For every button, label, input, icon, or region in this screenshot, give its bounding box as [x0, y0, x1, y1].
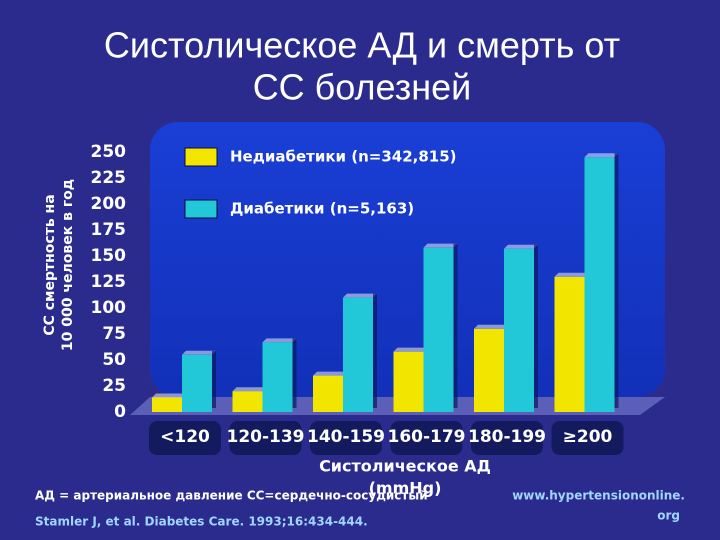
bar-top — [423, 243, 458, 248]
bar-top — [232, 387, 267, 392]
y-tick-label: 25 — [102, 376, 126, 396]
y-axis-label: СС смертность на — [42, 194, 58, 335]
category-box — [471, 421, 543, 455]
x-axis-label: Систолическое АД — [319, 457, 491, 476]
bar — [313, 375, 343, 412]
legend-label: Недиабетики (n=342,815) — [230, 148, 457, 166]
bar-top — [313, 371, 347, 376]
bar-top — [343, 293, 377, 298]
x-axis-label: (mmHg) — [369, 479, 442, 498]
y-tick-label: 150 — [91, 246, 127, 266]
bar-side — [373, 293, 377, 408]
bar — [343, 297, 373, 412]
bar-side — [212, 350, 216, 408]
legend-label: Диабетики (n=5,163) — [230, 200, 414, 218]
y-tick-label: 125 — [91, 272, 127, 292]
bar-top — [554, 272, 589, 277]
bar — [504, 248, 534, 412]
y-tick-label: 0 — [114, 402, 126, 422]
category-box — [149, 421, 221, 455]
y-tick-label: 200 — [91, 194, 127, 214]
x-tick-label: 120-139 — [226, 427, 304, 447]
website: www.hypertensiononline. — [512, 489, 685, 503]
bar — [423, 247, 454, 412]
bar-top — [262, 338, 297, 343]
bar-top — [584, 153, 619, 158]
source: Stamler J, et al. Diabetes Care. 1993;16… — [35, 515, 368, 529]
bar — [474, 328, 504, 412]
footnote: АД = артериальное давление СС=сердечно-с… — [35, 489, 428, 503]
website: org — [657, 509, 680, 523]
x-tick-label: ≥200 — [563, 427, 613, 447]
bar — [262, 342, 293, 412]
bar — [152, 397, 182, 412]
bar-top — [504, 244, 538, 249]
bar-side — [292, 338, 297, 408]
bar-top — [152, 393, 186, 398]
category-box — [310, 421, 382, 455]
category-box — [551, 421, 624, 455]
chart-title: СС болезней — [253, 67, 472, 108]
y-tick-label: 250 — [91, 142, 127, 162]
bar — [182, 354, 212, 412]
legend-swatch — [184, 199, 218, 219]
x-tick-label: 180-199 — [468, 427, 546, 447]
bar-top — [182, 350, 216, 355]
bar — [393, 351, 424, 412]
bar-top — [474, 324, 508, 329]
y-tick-label: 100 — [91, 298, 127, 318]
y-tick-label: 75 — [102, 324, 126, 344]
bar — [232, 391, 263, 412]
bar — [584, 157, 615, 412]
bar-side — [534, 244, 538, 408]
x-tick-label: <120 — [160, 427, 210, 447]
y-tick-label: 175 — [91, 220, 127, 240]
y-tick-label: 225 — [91, 168, 127, 188]
y-axis-label: 10 000 человек в год — [60, 179, 76, 351]
bar-top — [393, 347, 428, 352]
category-box — [390, 421, 463, 455]
bar-side — [453, 243, 458, 408]
chart-title: Систолическое АД и смерть от — [104, 25, 620, 66]
x-tick-label: 160-179 — [387, 427, 465, 447]
bar — [554, 276, 585, 412]
y-tick-label: 50 — [102, 350, 126, 370]
bar-side — [614, 153, 619, 408]
x-tick-label: 140-159 — [307, 427, 385, 447]
legend-swatch — [184, 147, 218, 167]
category-box — [229, 421, 302, 455]
